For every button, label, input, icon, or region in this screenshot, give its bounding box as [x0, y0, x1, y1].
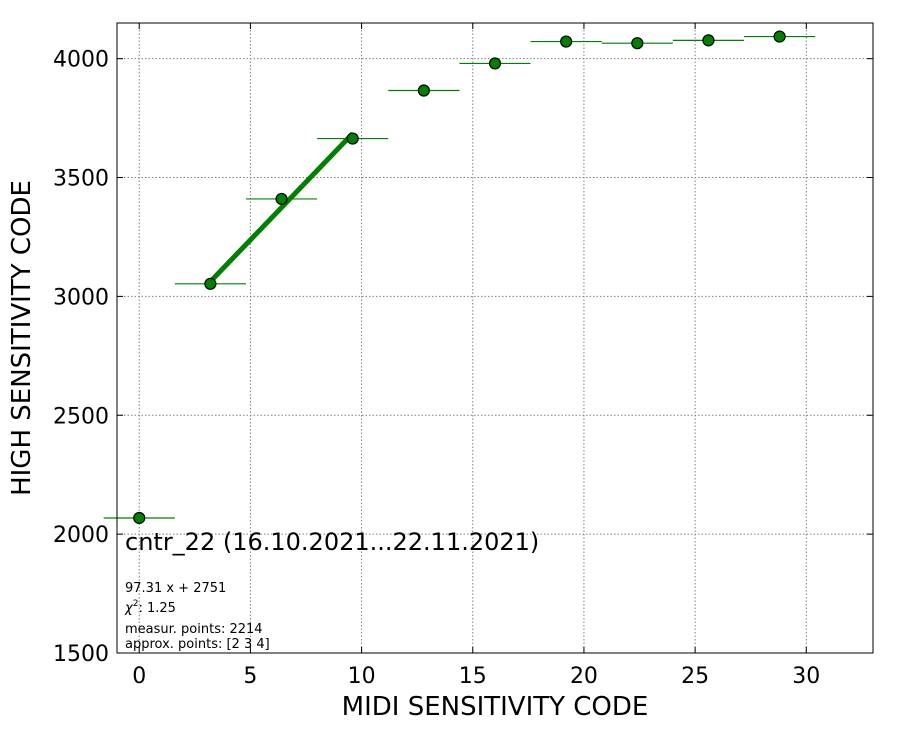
y-tick-label: 3500 [53, 167, 109, 192]
chi-value: : 1.25 [138, 601, 175, 616]
x-tick-label: 5 [243, 664, 257, 689]
tick-labels: 0 5 10 15 20 25 30 1500 2000 2500 3000 3500 4000 [53, 48, 820, 689]
x-tick-label: 25 [681, 664, 709, 689]
point-marker [560, 35, 573, 48]
data-point [245, 192, 318, 206]
chi-superscript: 2 [133, 599, 139, 609]
grid-lines [117, 23, 873, 653]
annotation-title: cntr_22 (16.10.2021...22.11.2021) [125, 528, 539, 556]
y-tick-label: 1500 [53, 642, 109, 667]
point-marker [417, 84, 430, 97]
y-tick-label: 3000 [53, 285, 109, 310]
y-tick-label: 2500 [53, 404, 109, 429]
annotation-approx-points: approx. points: [2 3 4] [125, 637, 270, 652]
plot-frame [116, 22, 874, 654]
data-point [317, 132, 389, 145]
data-point [174, 277, 246, 290]
fit-line [208, 131, 355, 284]
y-axis-label: HIGH SENSITIVITY CODE [7, 180, 37, 496]
point-marker [346, 132, 359, 145]
data-point [388, 84, 460, 97]
annotation-fit-equation: 97.31 x + 2751 [125, 581, 226, 596]
data-point [744, 30, 816, 43]
x-tick-label: 0 [132, 664, 146, 689]
x-tick-label: 20 [570, 664, 598, 689]
data-point [459, 57, 531, 70]
x-axis-label: MIDI SENSITIVITY CODE [342, 692, 649, 722]
data-point [103, 511, 175, 525]
point-marker [488, 57, 502, 70]
fit-line-layer [208, 131, 355, 284]
point-marker [133, 511, 146, 525]
x-tick-label: 10 [348, 664, 376, 689]
data-points-layer [103, 30, 816, 525]
x-tick-label: 30 [792, 664, 820, 689]
data-point [601, 37, 673, 50]
axis-ticks [117, 23, 873, 654]
point-marker [773, 30, 786, 43]
x-tick-label: 15 [459, 664, 487, 689]
y-tick-label: 2000 [53, 523, 109, 548]
point-marker [702, 34, 715, 47]
annotation-chi-square: χ2: 1.25 [124, 599, 176, 616]
chi-symbol: χ [124, 601, 134, 616]
data-point [672, 34, 745, 47]
point-marker [275, 192, 288, 206]
point-marker [204, 277, 217, 290]
point-marker [631, 37, 644, 50]
y-tick-label: 4000 [53, 48, 109, 73]
data-point [530, 35, 602, 48]
annotation-measur-points: measur. points: 2214 [125, 622, 263, 637]
